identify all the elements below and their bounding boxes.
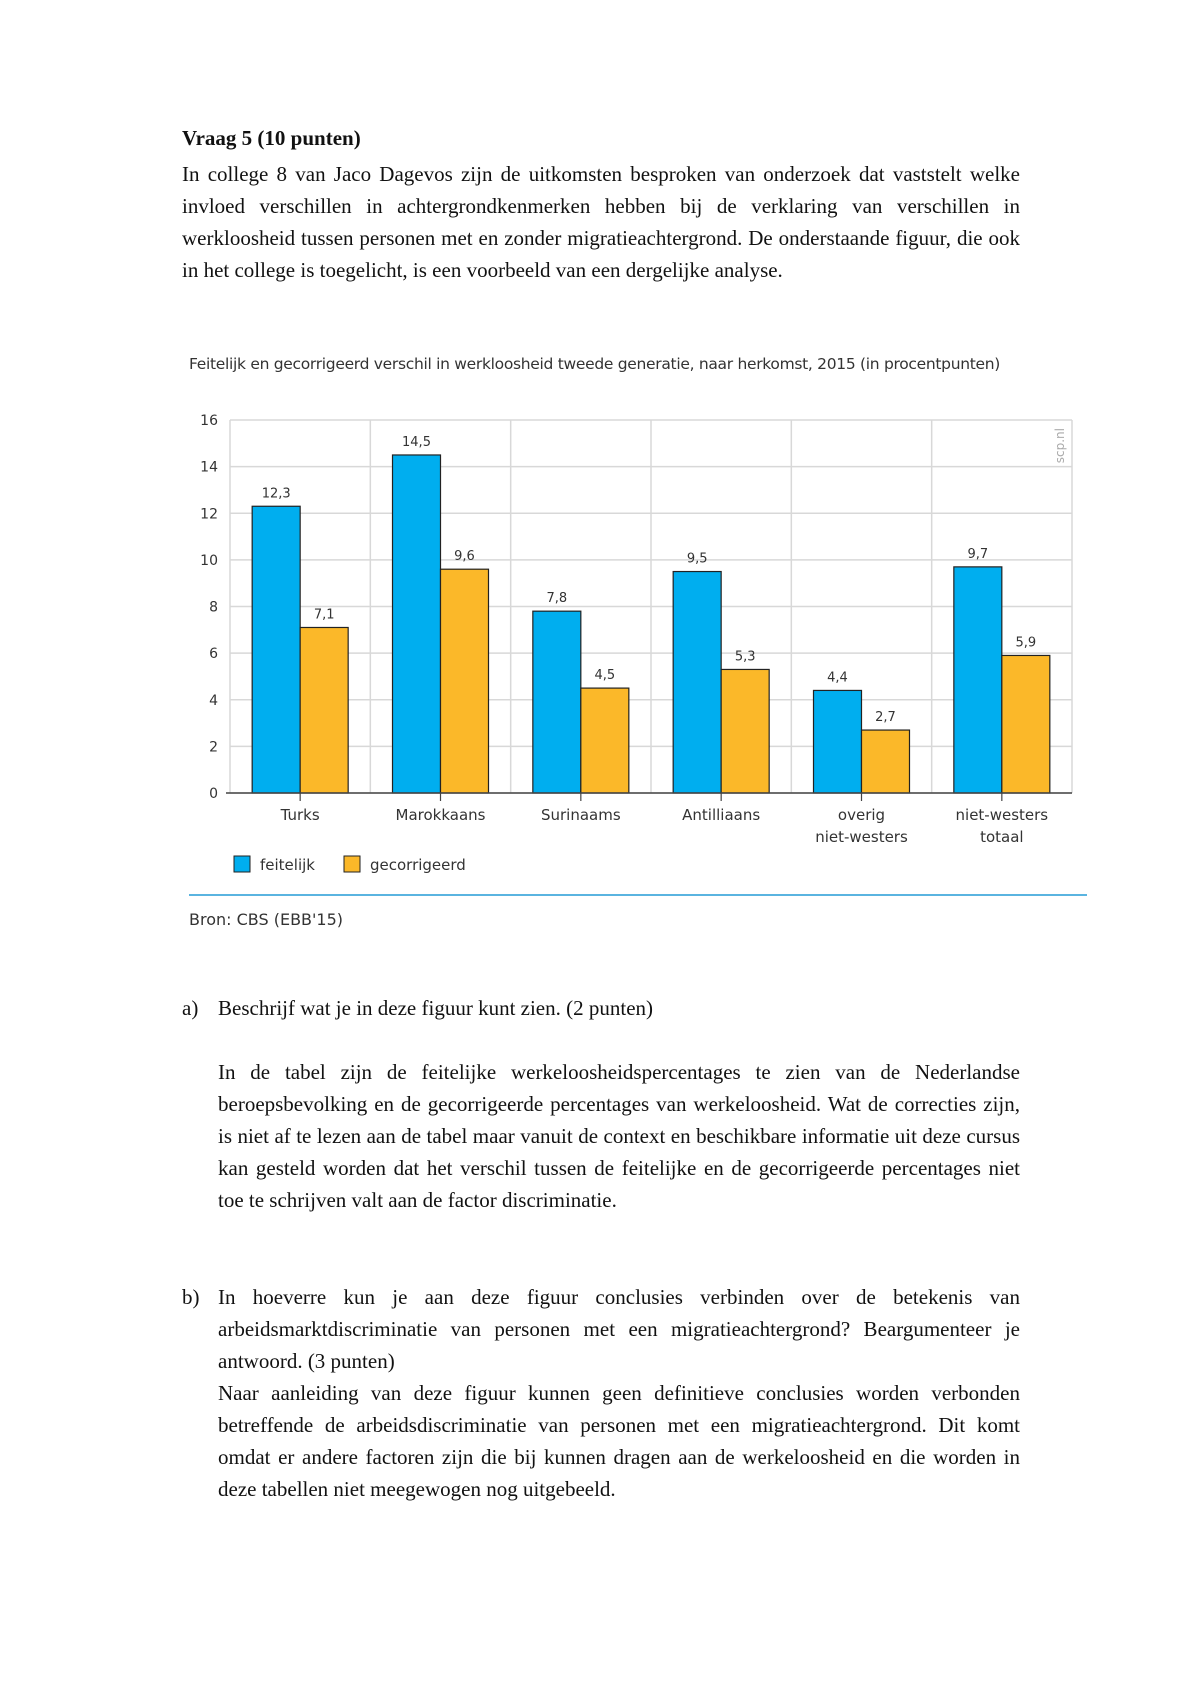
data-label: 9,7 (967, 547, 988, 562)
bar-gecorrigeerd (580, 687, 630, 794)
bar-feitelijk (812, 689, 863, 794)
y-tick-label: 10 (200, 553, 218, 569)
bar-feitelijk (672, 570, 722, 794)
data-label: 5,9 (1015, 635, 1036, 650)
y-tick-label: 14 (200, 460, 218, 476)
bar-chart: 0 2 4 6 8 10 12 14 16 scp.nl 12,3 7,1 Turks 14,5 9,6 Ma… (200, 413, 1073, 874)
x-tick-label: overig (838, 806, 885, 824)
question-a: a) Beschrijf wat je in deze figuur kunt … (182, 992, 1020, 1216)
data-label: 9,5 (687, 552, 708, 567)
data-label: 7,8 (546, 591, 567, 606)
legend-swatch-gecorrigeerd (343, 855, 361, 873)
chart-source: Bron: CBS (EBB'15) (189, 910, 344, 929)
x-tick-label: niet-westers (956, 806, 1049, 824)
y-tick-label: 0 (209, 786, 218, 802)
data-label: 14,5 (402, 435, 431, 450)
data-label: 12,3 (262, 486, 291, 501)
y-tick-label: 6 (209, 646, 218, 662)
data-label: 7,1 (314, 607, 335, 622)
bar-gecorrigeerd (299, 626, 349, 794)
bar-gecorrigeerd (1001, 654, 1051, 794)
bar-feitelijk (953, 566, 1003, 794)
question-intro: In college 8 van Jaco Dagevos zijn de ui… (182, 162, 1020, 282)
divider (189, 894, 1087, 896)
x-tick-label: Surinaams (541, 806, 621, 824)
y-tick-label: 4 (209, 693, 218, 709)
data-label: 4,4 (827, 670, 848, 685)
bar-gecorrigeerd (439, 568, 490, 794)
x-tick-label: totaal (980, 828, 1024, 846)
question-b: b) In hoeverre kun je aan deze figuur co… (182, 1281, 1020, 1505)
data-label: 5,3 (735, 649, 756, 664)
bar-feitelijk (532, 610, 582, 794)
legend-label: feitelijk (260, 856, 315, 874)
watermark: scp.nl (1053, 428, 1067, 463)
bar-feitelijk (251, 505, 301, 794)
x-tick-label: Antilliaans (682, 806, 760, 824)
question-b-label: b) (182, 1285, 200, 1309)
data-label: 4,5 (594, 668, 615, 683)
chart-title: Feitelijk en gecorrigeerd verschil in we… (189, 355, 1001, 373)
data-label: 2,7 (875, 710, 896, 725)
bar-gecorrigeerd (720, 668, 770, 794)
question-a-text: Beschrijf wat je in deze figuur kunt zie… (218, 996, 654, 1020)
y-tick-label: 12 (200, 506, 218, 522)
x-tick-label: Marokkaans (396, 806, 486, 824)
data-label: 9,6 (454, 549, 475, 564)
answer-b: Naar aanleiding van deze figuur kunnen g… (218, 1381, 1020, 1501)
question-a-label: a) (182, 996, 199, 1020)
bar-gecorrigeerd (860, 729, 911, 794)
legend-swatch-feitelijk (233, 855, 251, 873)
x-tick-label: niet-westers (815, 828, 908, 846)
x-tick-label: Turks (280, 806, 320, 824)
y-tick-label: 8 (209, 600, 218, 616)
question-b-text: In hoeverre kun je aan deze figuur concl… (218, 1285, 1020, 1373)
legend-label: gecorrigeerd (370, 856, 466, 874)
question-title: Vraag 5 (10 punten) (182, 126, 361, 150)
y-tick-label: 2 (209, 739, 218, 755)
answer-a: In de tabel zijn de feitelijke werkeloos… (218, 1060, 1020, 1212)
y-tick-label: 16 (200, 413, 218, 429)
bar-feitelijk (391, 454, 442, 794)
